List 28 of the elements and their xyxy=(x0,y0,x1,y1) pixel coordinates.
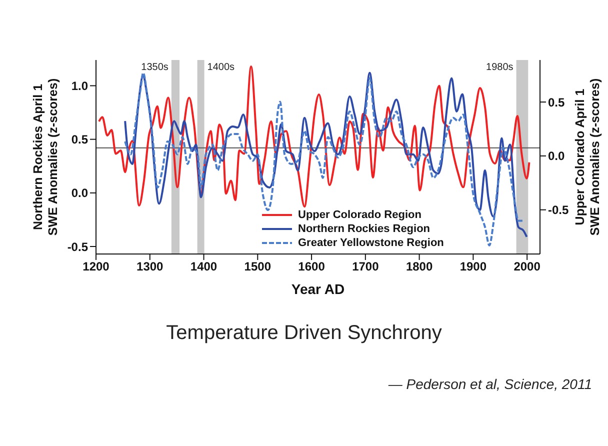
legend-label: Greater Yellowstone Region xyxy=(298,237,444,249)
y-axis-title: Northern Rockies April 1 SWE Anomalies (z-scores) xyxy=(31,78,60,236)
x-tick-label: 1500 xyxy=(244,260,272,274)
line-series xyxy=(98,65,530,208)
x-tick-label: 1400 xyxy=(190,260,218,274)
x-tick-label: 1700 xyxy=(352,260,380,274)
x-tick-label: 1300 xyxy=(136,260,164,274)
text: — Pederson et al, Science, 2011 xyxy=(388,376,592,392)
text: Temperature Driven Synchrony xyxy=(165,322,443,345)
y-tick-label: 0.5 xyxy=(71,132,88,147)
x-axis-title: Year AD xyxy=(291,281,345,297)
x-tick-label: 1900 xyxy=(460,260,487,274)
y2-axis-title: Upper Colorado April 1 SWE Anomalies (z-scores) xyxy=(573,78,602,236)
legend-label: Northern Rockies Region xyxy=(298,223,430,235)
x-tick-label: 1200 xyxy=(82,260,110,274)
band-label: 1350s xyxy=(141,62,168,73)
x-tick-label: 2000 xyxy=(514,260,541,274)
x-tick-label: 1800 xyxy=(406,260,433,274)
legend-label: Upper Colorado Region xyxy=(298,209,422,221)
band-label: 1980s xyxy=(486,62,514,73)
y2-tick-label: 0.5 xyxy=(548,95,566,110)
x-tick-label: 1600 xyxy=(298,260,326,274)
y-tick-label: 0.0 xyxy=(71,186,88,200)
y-tick-label: 1.0 xyxy=(71,78,88,93)
y2-tick-label: -0.5 xyxy=(548,203,570,218)
y-tick-label: -0.5 xyxy=(67,240,88,254)
band-label: 1400s xyxy=(207,62,235,73)
y2-tick-label: 0.0 xyxy=(548,149,566,164)
